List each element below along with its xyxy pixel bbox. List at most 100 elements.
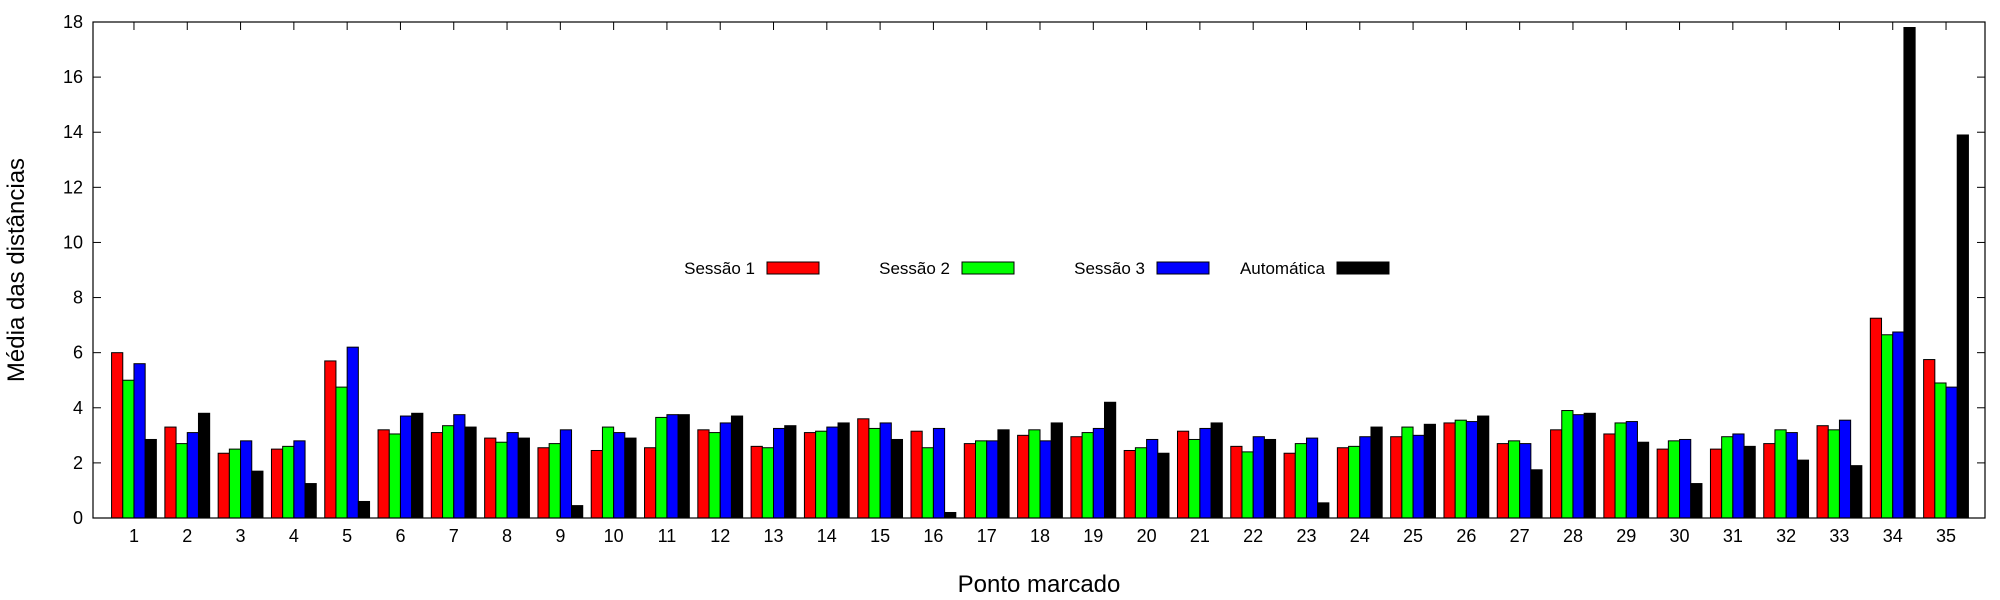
bar-4-25: [1423, 423, 1436, 519]
x-tick-label: 22: [1243, 526, 1263, 546]
bar-2-24: [1348, 445, 1361, 519]
bar-1-28: [1550, 429, 1563, 519]
bar-2-31: [1721, 436, 1734, 519]
x-tick-label: 4: [289, 526, 299, 546]
bar-2-11: [655, 416, 668, 519]
bar-2-26: [1454, 419, 1467, 519]
bar-4-20: [1157, 452, 1170, 519]
bar-3-4: [293, 440, 306, 519]
bar-3-2: [186, 432, 199, 519]
bar-4-11: [677, 414, 690, 519]
bar-3-25: [1412, 434, 1425, 519]
bar-2-33: [1827, 429, 1840, 519]
y-tick-label: 8: [73, 288, 83, 308]
bar-4-5: [357, 500, 371, 519]
bar-4-17: [997, 429, 1010, 519]
bar-3-27: [1519, 443, 1532, 519]
bar-3-15: [879, 422, 892, 519]
bar-4-23: [1317, 502, 1330, 519]
bar-1-27: [1496, 443, 1509, 519]
bar-3-9: [559, 429, 573, 519]
bar-1-19: [1070, 436, 1083, 519]
x-tick-label: 17: [977, 526, 997, 546]
bar-3-22: [1252, 436, 1265, 519]
bar-3-21: [1199, 427, 1212, 519]
legend-label: Sessão 1: [684, 259, 755, 278]
bar-1-23: [1283, 452, 1296, 519]
bar-2-17: [975, 440, 988, 519]
x-tick-label: 18: [1030, 526, 1050, 546]
bar-2-9: [548, 443, 561, 519]
bar-1-10: [590, 449, 603, 519]
bar-3-16: [932, 427, 946, 519]
x-tick-label: 8: [502, 526, 512, 546]
bar-2-13: [761, 447, 775, 519]
bar-4-14: [837, 422, 850, 519]
bar-2-35: [1934, 382, 1947, 519]
bar-4-24: [1370, 426, 1383, 519]
bar-3-14: [826, 426, 839, 519]
bar-4-21: [1210, 422, 1223, 519]
bar-4-34: [1903, 27, 1916, 519]
x-tick-label: 9: [555, 526, 565, 546]
x-tick-label: 25: [1403, 526, 1423, 546]
legend-swatch: [1336, 261, 1390, 275]
bar-2-32: [1774, 429, 1787, 519]
x-tick-label: 16: [923, 526, 943, 546]
legend-label: Sessão 2: [879, 259, 950, 278]
bar-3-17: [986, 440, 999, 519]
bar-3-8: [506, 432, 519, 519]
bar-2-23: [1294, 443, 1307, 519]
y-tick-label: 18: [63, 12, 83, 32]
bar-1-33: [1816, 425, 1829, 519]
bar-1-12: [697, 429, 710, 519]
x-tick-label: 20: [1137, 526, 1157, 546]
bar-2-15: [868, 427, 881, 519]
x-tick-label: 23: [1296, 526, 1316, 546]
bar-1-25: [1390, 436, 1403, 519]
bar-4-29: [1636, 441, 1650, 519]
x-tick-label: 33: [1829, 526, 1849, 546]
bar-3-6: [399, 415, 413, 519]
y-tick-label: 0: [73, 508, 83, 528]
bar-4-19: [1104, 401, 1117, 519]
bar-1-26: [1443, 422, 1456, 519]
bar-2-1: [122, 379, 135, 519]
bar-1-14: [803, 432, 817, 519]
y-tick-label: 2: [73, 453, 83, 473]
x-tick-label: 32: [1776, 526, 1796, 546]
bar-1-35: [1923, 359, 1936, 519]
bar-2-19: [1081, 432, 1094, 519]
bar-2-7: [442, 425, 455, 519]
bar-4-31: [1743, 445, 1756, 519]
x-tick-label: 29: [1616, 526, 1636, 546]
bar-1-8: [484, 437, 497, 519]
bar-4-30: [1690, 483, 1703, 519]
bar-1-3: [217, 452, 230, 519]
bar-3-28: [1572, 414, 1585, 519]
bar-1-5: [324, 360, 337, 519]
plot-frame: [92, 21, 1986, 519]
x-tick-label: 14: [817, 526, 837, 546]
bar-1-17: [963, 443, 976, 519]
bar-2-30: [1667, 440, 1681, 519]
legend-swatch: [1156, 261, 1210, 275]
bar-1-29: [1603, 433, 1616, 519]
bar-1-11: [644, 447, 657, 519]
bar-2-16: [921, 447, 934, 519]
x-tick-label: 13: [764, 526, 784, 546]
bar-1-32: [1763, 443, 1776, 519]
x-tick-label: 7: [449, 526, 459, 546]
legend: Sessão 1 Sessão 2 Sessão 3 Automática: [684, 259, 1390, 278]
bar-1-34: [1869, 317, 1883, 519]
bar-2-4: [282, 445, 295, 519]
x-axis-title: Ponto marcado: [958, 571, 1121, 598]
y-tick-label: 10: [63, 232, 83, 252]
x-tick-label: 21: [1190, 526, 1210, 546]
bar-1-4: [270, 448, 284, 519]
x-tick-label: 30: [1670, 526, 1690, 546]
bar-3-20: [1146, 438, 1159, 519]
bar-2-10: [601, 426, 615, 519]
